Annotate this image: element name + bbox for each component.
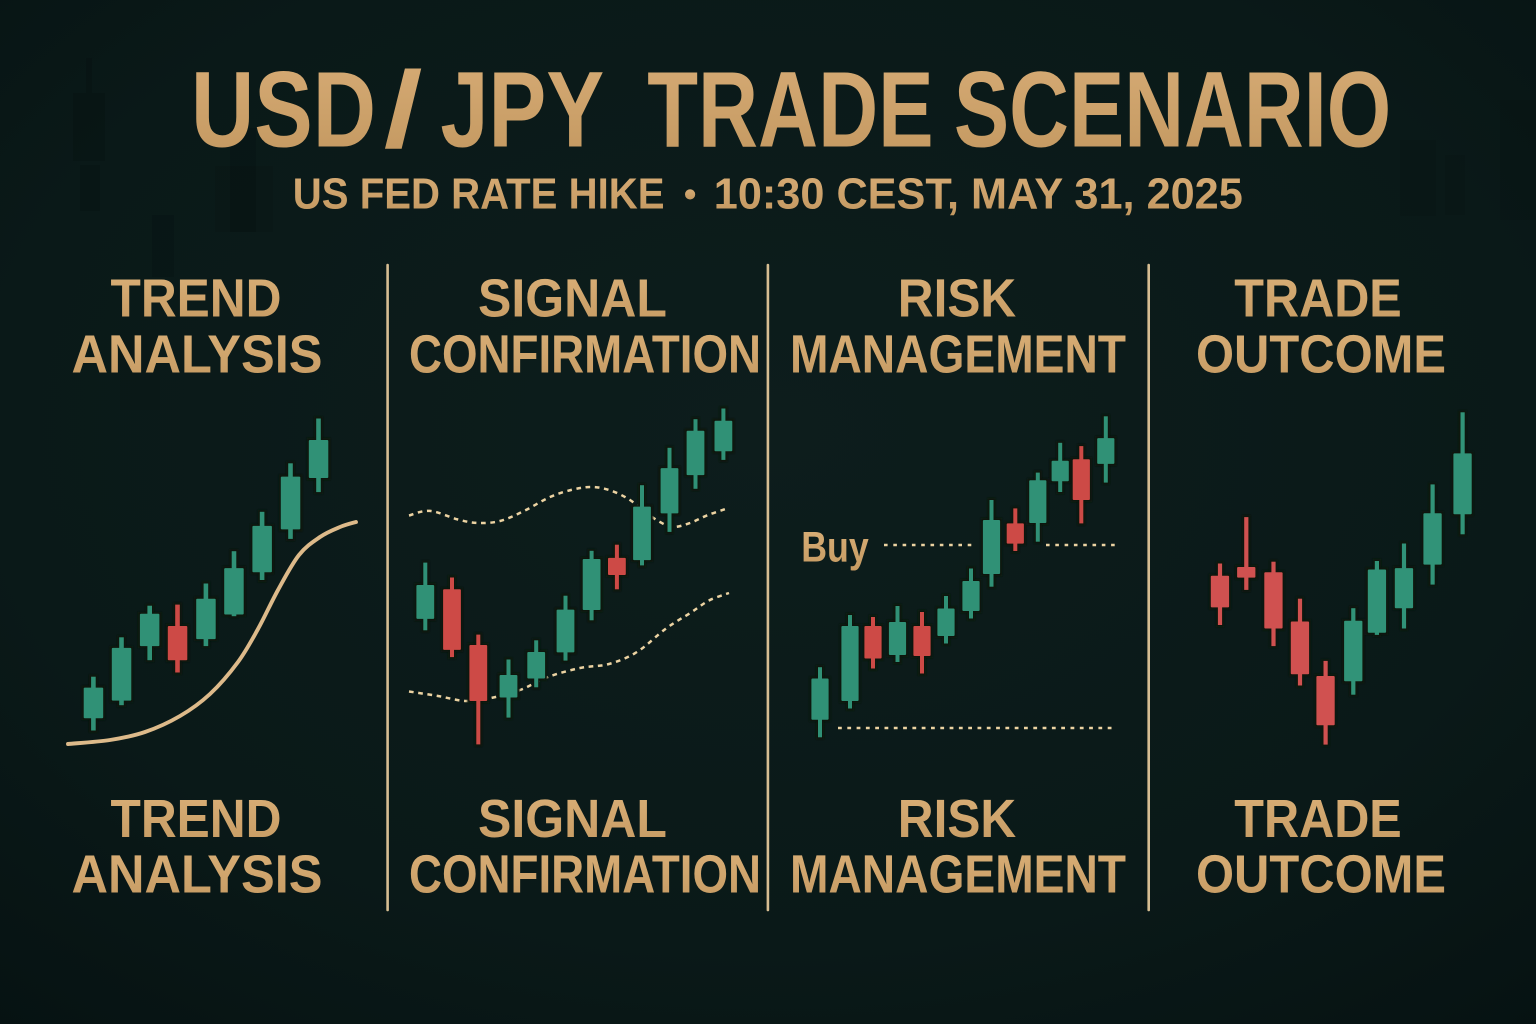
svg-text:Buy: Buy xyxy=(801,524,869,572)
svg-text:SIGNAL: SIGNAL xyxy=(478,789,667,849)
svg-text:USD: USD xyxy=(191,49,376,170)
svg-text:10:30 CEST, MAY 31, 2025: 10:30 CEST, MAY 31, 2025 xyxy=(714,171,1243,219)
svg-text:/: / xyxy=(384,49,423,170)
svg-text:OUTCOME: OUTCOME xyxy=(1196,844,1446,904)
svg-text:TRADE: TRADE xyxy=(1234,789,1402,849)
svg-text:SCENARIO: SCENARIO xyxy=(954,49,1391,170)
svg-text:ANALYSIS: ANALYSIS xyxy=(72,324,323,384)
svg-text:TRADE: TRADE xyxy=(647,49,933,170)
svg-text:TRADE: TRADE xyxy=(1234,269,1402,329)
svg-text:ANALYSIS: ANALYSIS xyxy=(72,844,323,904)
svg-text:MANAGEMENT: MANAGEMENT xyxy=(790,324,1126,384)
svg-text:MANAGEMENT: MANAGEMENT xyxy=(790,844,1126,904)
svg-text:CONFIRMATION: CONFIRMATION xyxy=(409,324,761,384)
svg-text:TREND: TREND xyxy=(111,789,282,849)
svg-text:SIGNAL: SIGNAL xyxy=(478,269,667,329)
svg-text:TREND: TREND xyxy=(111,269,282,329)
svg-text:JPY: JPY xyxy=(440,49,604,170)
svg-text:CONFIRMATION: CONFIRMATION xyxy=(409,844,761,904)
svg-text:US FED RATE HIKE: US FED RATE HIKE xyxy=(293,171,665,219)
svg-text:OUTCOME: OUTCOME xyxy=(1196,324,1446,384)
svg-text:RISK: RISK xyxy=(898,789,1017,849)
svg-text:RISK: RISK xyxy=(898,269,1017,329)
